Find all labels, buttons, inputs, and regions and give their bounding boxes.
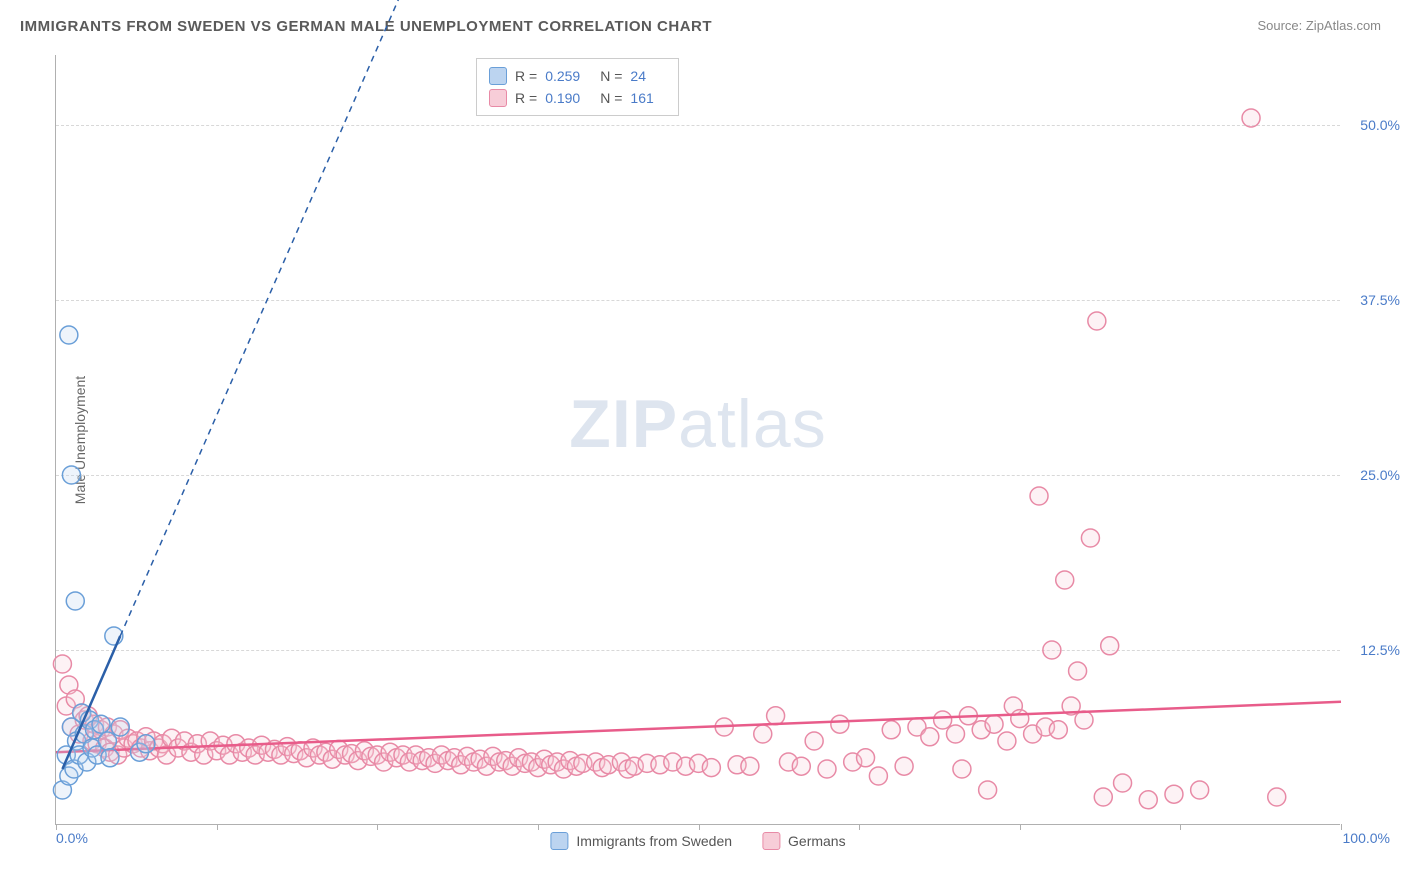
- series-legend: Immigrants from Sweden Germans: [550, 832, 845, 850]
- data-point: [882, 721, 900, 739]
- data-point: [1094, 788, 1112, 806]
- y-tick-label: 37.5%: [1345, 292, 1400, 308]
- r-label-0: R =: [515, 65, 537, 87]
- r-value-0: 0.259: [545, 65, 580, 87]
- data-point: [1011, 710, 1029, 728]
- legend-row-sweden: R = 0.259 N = 24: [489, 65, 666, 87]
- swatch-germans-bottom-icon: [762, 832, 780, 850]
- data-point: [805, 732, 823, 750]
- plot-area: Male Unemployment ZIPatlas 12.5%25.0%37.…: [55, 55, 1340, 825]
- data-point: [947, 725, 965, 743]
- x-tick-label-min: 0.0%: [56, 830, 88, 846]
- data-point: [1043, 641, 1061, 659]
- data-point: [979, 781, 997, 799]
- data-point: [1268, 788, 1286, 806]
- x-tick-mark: [699, 824, 700, 830]
- trend-line-extrapolated: [120, 0, 441, 636]
- data-point: [1088, 312, 1106, 330]
- trend-line: [56, 702, 1341, 752]
- data-point: [921, 728, 939, 746]
- data-point: [60, 326, 78, 344]
- data-point: [1069, 662, 1087, 680]
- data-point: [741, 757, 759, 775]
- chart-title: IMMIGRANTS FROM SWEDEN VS GERMAN MALE UN…: [20, 18, 712, 35]
- x-tick-mark: [217, 824, 218, 830]
- y-tick-label: 12.5%: [1345, 642, 1400, 658]
- data-point: [1056, 571, 1074, 589]
- source-attribution: Source: ZipAtlas.com: [1257, 18, 1381, 33]
- data-point: [857, 749, 875, 767]
- data-point: [111, 718, 129, 736]
- plot-svg: [56, 55, 1340, 824]
- data-point: [869, 767, 887, 785]
- r-label-1: R =: [515, 87, 537, 109]
- data-point: [1165, 785, 1183, 803]
- data-point: [1191, 781, 1209, 799]
- data-point: [66, 592, 84, 610]
- r-value-1: 0.190: [545, 87, 580, 109]
- data-point: [1030, 487, 1048, 505]
- data-point: [895, 757, 913, 775]
- n-value-1: 161: [630, 87, 653, 109]
- x-tick-mark: [1180, 824, 1181, 830]
- data-point: [985, 715, 1003, 733]
- data-point: [92, 715, 110, 733]
- x-tick-mark: [538, 824, 539, 830]
- data-point: [702, 759, 720, 777]
- data-point: [934, 711, 952, 729]
- legend-label-sweden: Immigrants from Sweden: [576, 833, 732, 849]
- data-point: [1081, 529, 1099, 547]
- data-point: [137, 735, 155, 753]
- legend-row-germans: R = 0.190 N = 161: [489, 87, 666, 109]
- data-point: [1242, 109, 1260, 127]
- data-point: [818, 760, 836, 778]
- legend-label-germans: Germans: [788, 833, 846, 849]
- data-point: [62, 466, 80, 484]
- legend-item-germans: Germans: [762, 832, 846, 850]
- data-point: [792, 757, 810, 775]
- data-point: [101, 749, 119, 767]
- data-point: [98, 732, 116, 750]
- swatch-germans-icon: [489, 89, 507, 107]
- x-tick-mark: [859, 824, 860, 830]
- swatch-sweden-bottom-icon: [550, 832, 568, 850]
- data-point: [1139, 791, 1157, 809]
- x-tick-mark: [377, 824, 378, 830]
- data-point: [754, 725, 772, 743]
- y-tick-label: 50.0%: [1345, 117, 1400, 133]
- y-tick-label: 25.0%: [1345, 467, 1400, 483]
- n-value-0: 24: [630, 65, 646, 87]
- legend-item-sweden: Immigrants from Sweden: [550, 832, 732, 850]
- data-point: [1049, 721, 1067, 739]
- n-label-1: N =: [600, 87, 622, 109]
- data-point: [767, 707, 785, 725]
- data-point: [1075, 711, 1093, 729]
- data-point: [831, 715, 849, 733]
- x-tick-mark: [1020, 824, 1021, 830]
- data-point: [1101, 637, 1119, 655]
- data-point: [53, 655, 71, 673]
- swatch-sweden-icon: [489, 67, 507, 85]
- data-point: [1114, 774, 1132, 792]
- data-point: [953, 760, 971, 778]
- n-label-0: N =: [600, 65, 622, 87]
- correlation-legend: R = 0.259 N = 24 R = 0.190 N = 161: [476, 58, 679, 116]
- data-point: [998, 732, 1016, 750]
- x-tick-label-max: 100.0%: [1343, 830, 1390, 846]
